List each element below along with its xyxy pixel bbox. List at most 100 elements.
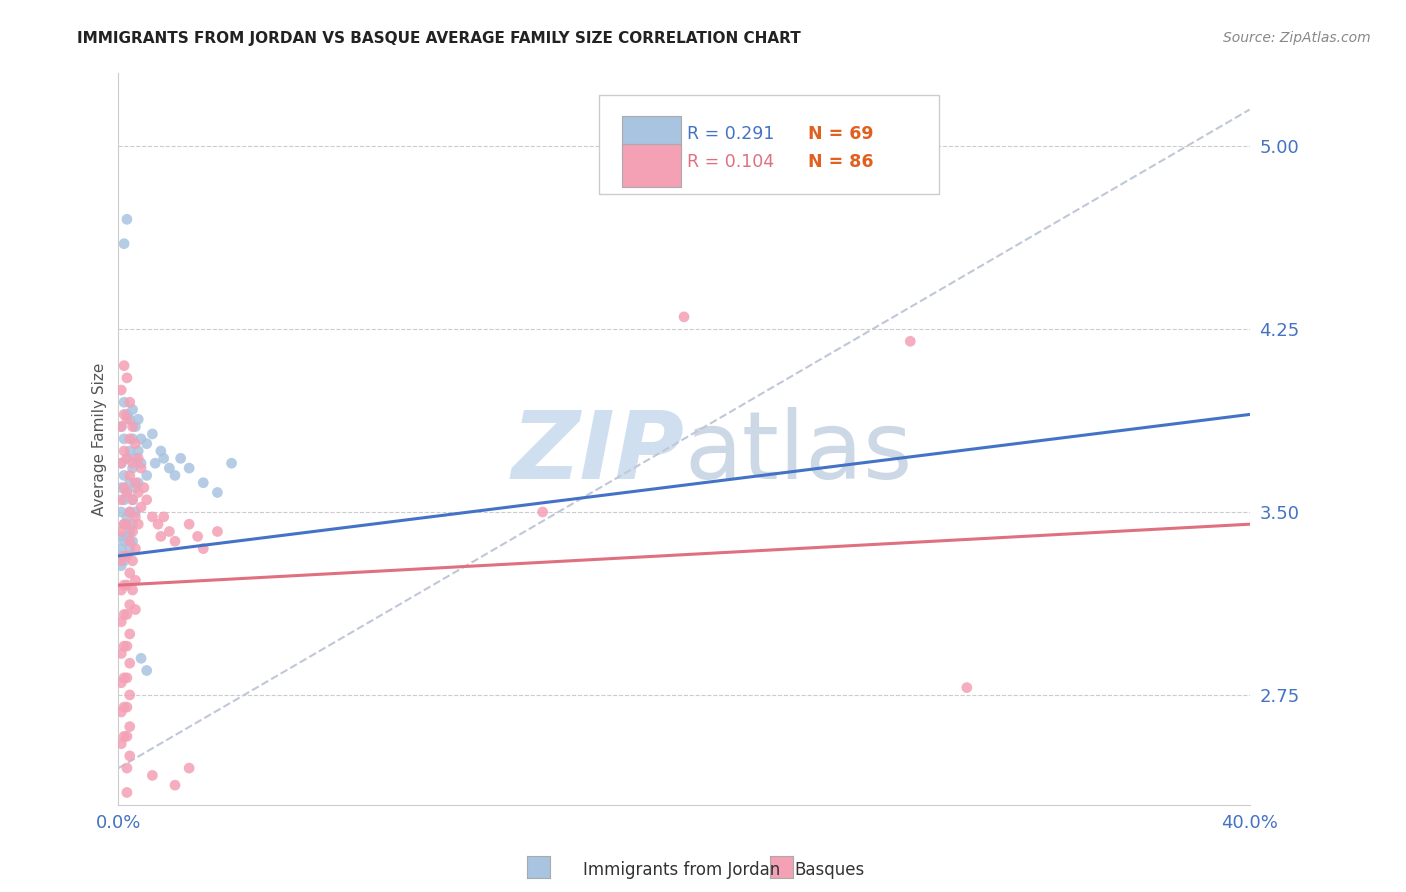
Point xyxy=(115,639,138,653)
Point xyxy=(110,705,132,719)
Point xyxy=(110,419,132,434)
Point xyxy=(141,426,163,441)
Point xyxy=(149,444,172,458)
Point xyxy=(163,468,186,483)
Point xyxy=(118,566,141,580)
Point xyxy=(121,582,143,597)
Point xyxy=(115,485,138,500)
Point xyxy=(115,451,138,466)
Point xyxy=(121,524,143,539)
Point xyxy=(110,737,132,751)
Point xyxy=(118,444,141,458)
Point xyxy=(118,657,141,671)
Point xyxy=(115,412,138,426)
Text: IMMIGRANTS FROM JORDAN VS BASQUE AVERAGE FAMILY SIZE CORRELATION CHART: IMMIGRANTS FROM JORDAN VS BASQUE AVERAGE… xyxy=(77,31,801,46)
Point xyxy=(141,509,163,524)
Point xyxy=(129,461,152,475)
FancyBboxPatch shape xyxy=(621,145,681,186)
Point xyxy=(110,554,132,568)
Point xyxy=(112,481,135,495)
Point xyxy=(115,408,138,422)
Point xyxy=(124,436,146,450)
Point xyxy=(118,534,141,549)
Point xyxy=(110,492,132,507)
Point xyxy=(127,517,149,532)
Point xyxy=(112,444,135,458)
Point xyxy=(127,451,149,466)
Point xyxy=(135,664,157,678)
Point xyxy=(115,509,138,524)
Point xyxy=(135,436,157,450)
Point xyxy=(112,517,135,532)
Point xyxy=(169,451,191,466)
Point xyxy=(118,688,141,702)
Y-axis label: Average Family Size: Average Family Size xyxy=(93,362,107,516)
Point xyxy=(129,500,152,515)
Point xyxy=(112,730,135,744)
Point xyxy=(110,419,132,434)
Point xyxy=(112,554,135,568)
Point xyxy=(118,524,141,539)
Point xyxy=(118,505,141,519)
Point xyxy=(115,730,138,744)
FancyBboxPatch shape xyxy=(621,116,681,159)
Text: N = 86: N = 86 xyxy=(808,153,875,170)
Point xyxy=(118,468,141,483)
Point xyxy=(132,481,155,495)
Point xyxy=(141,768,163,782)
Point xyxy=(115,761,138,775)
Text: Immigrants from Jordan: Immigrants from Jordan xyxy=(583,861,780,879)
Point xyxy=(135,468,157,483)
Point xyxy=(124,481,146,495)
Point xyxy=(121,456,143,470)
Point xyxy=(112,395,135,409)
Point xyxy=(121,534,143,549)
Point xyxy=(121,492,143,507)
Point xyxy=(152,451,174,466)
Point xyxy=(193,475,215,490)
Point xyxy=(118,432,141,446)
Point xyxy=(163,534,186,549)
Point xyxy=(118,475,141,490)
Point xyxy=(110,481,132,495)
Point xyxy=(110,456,132,470)
Point xyxy=(115,785,138,799)
Point xyxy=(121,419,143,434)
Point xyxy=(179,761,201,775)
Point xyxy=(118,412,141,426)
Point xyxy=(112,639,135,653)
Point xyxy=(531,505,554,519)
Point xyxy=(110,615,132,629)
Point xyxy=(118,505,141,519)
Point xyxy=(121,402,143,417)
Point xyxy=(157,461,180,475)
Point xyxy=(152,509,174,524)
Point xyxy=(110,505,132,519)
Point xyxy=(118,598,141,612)
Point xyxy=(163,778,186,792)
Point xyxy=(118,395,141,409)
Point xyxy=(124,419,146,434)
Point xyxy=(124,505,146,519)
Point xyxy=(207,524,229,539)
Point xyxy=(124,602,146,616)
Point xyxy=(112,432,135,446)
Point xyxy=(110,558,132,573)
Point xyxy=(110,675,132,690)
Point xyxy=(110,456,132,470)
Point xyxy=(124,451,146,466)
Point xyxy=(112,492,135,507)
Point xyxy=(115,671,138,685)
Point xyxy=(121,834,143,848)
Point xyxy=(112,359,135,373)
Point xyxy=(127,485,149,500)
Point xyxy=(112,700,135,714)
Point xyxy=(110,541,132,556)
Point xyxy=(115,371,138,385)
Point xyxy=(187,529,209,543)
Point xyxy=(121,492,143,507)
Point xyxy=(115,517,138,532)
Point xyxy=(110,524,132,539)
Point xyxy=(127,412,149,426)
Point xyxy=(121,554,143,568)
